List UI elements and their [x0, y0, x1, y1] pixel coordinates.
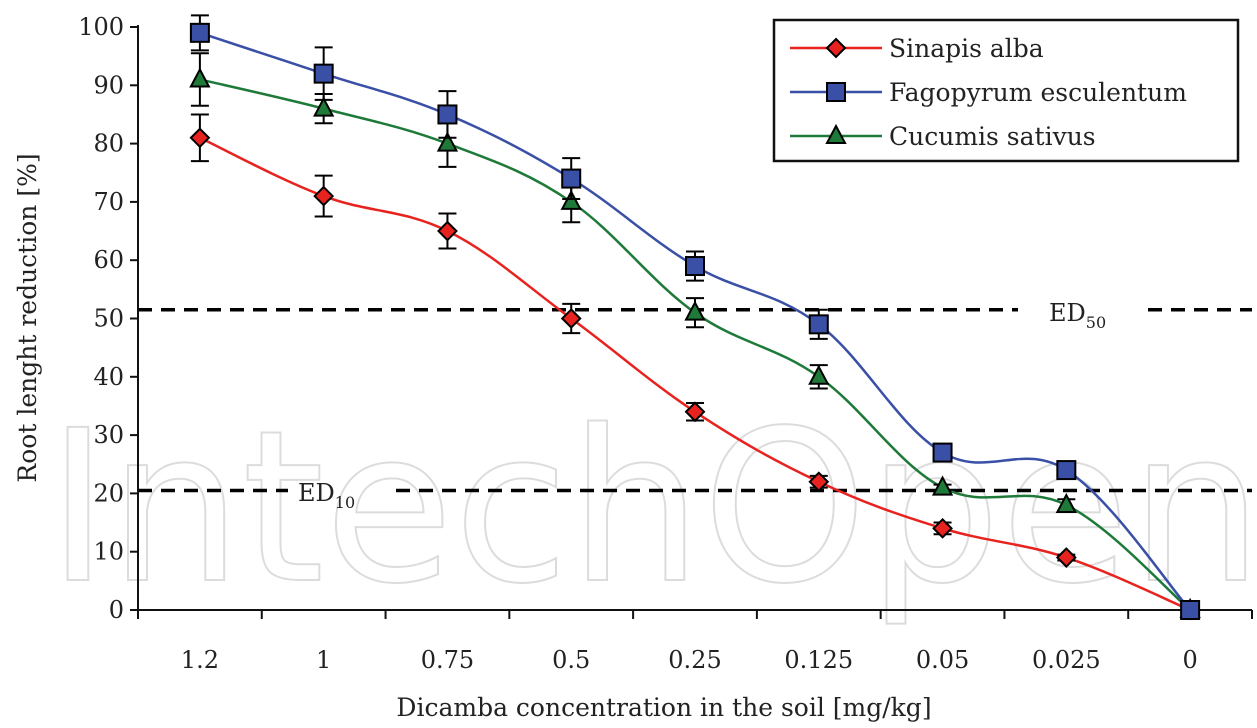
series-fagopyrum	[189, 14, 1201, 620]
legend-label-sinapis: Sinapis alba	[889, 34, 1044, 63]
data-point-fagopyrum	[932, 442, 953, 463]
y-tick-label: 30	[93, 421, 124, 449]
legend-label-cucumis: Cucumis sativus	[889, 122, 1096, 151]
data-point-fagopyrum	[313, 63, 334, 84]
x-tick-label: 0	[1182, 646, 1197, 674]
series-cucumis	[189, 52, 1201, 618]
legend: Sinapis alba Fagopyrum esculentum Cucumis …	[772, 18, 1240, 163]
x-tick-label: 0.025	[1032, 646, 1101, 674]
x-axis-title: Dicamba concentration in the soil [mg/kg…	[396, 693, 931, 722]
data-point-sinapis	[189, 127, 211, 149]
data-point-cucumis	[931, 475, 954, 496]
y-tick-label: 100	[78, 13, 124, 41]
legend-label-fagopyrum: Fagopyrum esculentum	[889, 78, 1187, 107]
data-point-cucumis	[189, 67, 211, 88]
data-point-cucumis	[436, 131, 459, 152]
x-tick-label: 0.05	[916, 646, 969, 674]
data-point-cucumis	[313, 96, 335, 117]
ed10-label: ED10	[298, 479, 355, 512]
ed10-label-sub: 10	[335, 493, 355, 512]
x-tick-label: 0.25	[668, 646, 721, 674]
x-tick-label: 0.5	[552, 646, 590, 674]
data-point-fagopyrum	[1056, 460, 1077, 481]
x-tick-label: 1.2	[181, 646, 219, 674]
data-point-sinapis	[932, 517, 953, 539]
data-point-sinapis	[437, 220, 458, 242]
data-point-sinapis	[1055, 547, 1077, 568]
data-point-fagopyrum	[189, 22, 210, 43]
data-point-fagopyrum	[808, 314, 829, 335]
data-point-sinapis	[560, 308, 582, 329]
y-axis-title: Root lenght reduction [%]	[13, 153, 42, 482]
series-line-fagopyrum	[199, 31, 1192, 611]
ed50-label-main: ED	[1049, 299, 1086, 327]
data-point-sinapis	[313, 185, 335, 207]
data-point-fagopyrum	[561, 168, 582, 189]
y-tick-label: 40	[93, 363, 124, 391]
x-tick-label: 0.75	[421, 646, 474, 674]
y-tick-label: 0	[109, 596, 124, 624]
y-tick-label: 70	[93, 188, 124, 216]
x-tick-label: 0.125	[784, 646, 853, 674]
y-tick-label: 20	[93, 479, 124, 507]
data-point-fagopyrum	[437, 104, 458, 125]
data-point-sinapis	[808, 471, 830, 493]
y-tick-label: 90	[93, 71, 124, 99]
y-tick-label: 80	[93, 130, 124, 158]
data-point-fagopyrum	[685, 256, 705, 277]
data-point-cucumis	[808, 364, 830, 385]
ed50-label-sub: 50	[1086, 313, 1106, 332]
data-point-cucumis	[684, 300, 706, 321]
data-point-cucumis	[1055, 492, 1077, 514]
y-tick-label: 10	[93, 538, 124, 566]
data-point-fagopyrum	[1180, 600, 1201, 620]
data-point-cucumis	[560, 189, 582, 210]
y-tick-label: 50	[93, 305, 124, 333]
reference-lines	[138, 308, 1252, 493]
series-layer	[189, 14, 1201, 621]
legend-marker-cucumis	[825, 123, 847, 144]
data-point-sinapis	[684, 401, 706, 423]
legend-marker-sinapis	[825, 37, 847, 59]
legend-box	[772, 18, 1240, 163]
watermark-text: IntechOpen	[47, 385, 1257, 630]
x-tick-label: 1	[316, 646, 331, 674]
legend-marker-fagopyrum	[826, 82, 846, 102]
y-tick-label: 60	[93, 246, 124, 274]
ed10-label-main: ED	[298, 479, 335, 507]
ed50-label: ED50	[1049, 299, 1106, 332]
